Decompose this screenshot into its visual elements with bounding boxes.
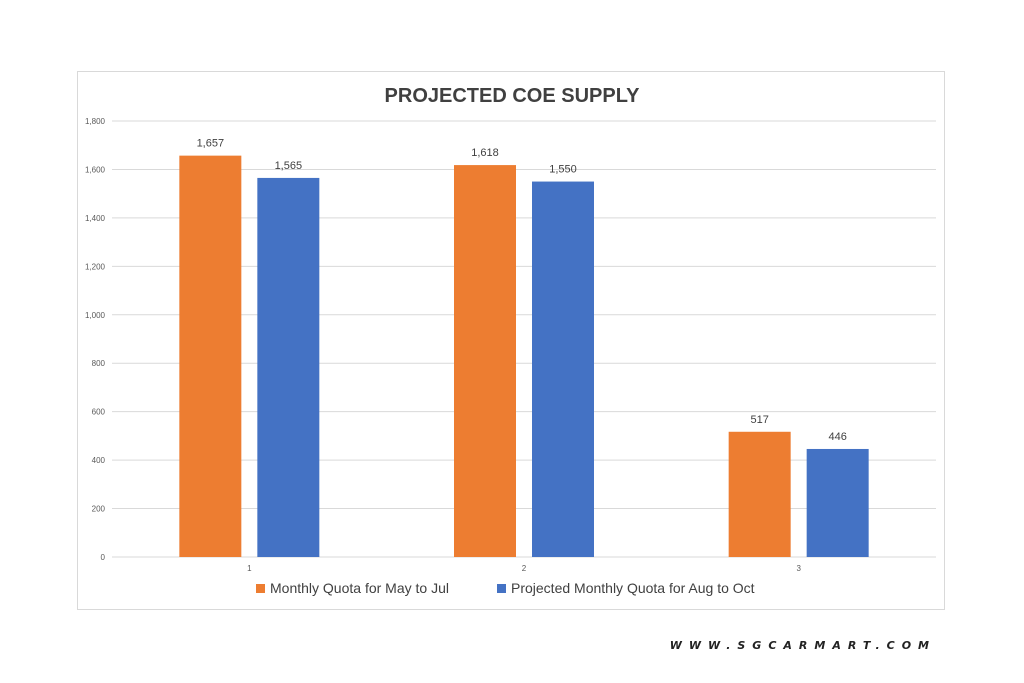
data-label: 446 xyxy=(828,431,846,443)
bar xyxy=(728,431,791,557)
data-label: 1,657 xyxy=(197,138,225,150)
y-tick-label: 0 xyxy=(101,553,106,562)
x-tick-label: 2 xyxy=(522,564,527,573)
bar xyxy=(532,181,594,558)
y-tick-label: 1,800 xyxy=(85,117,106,126)
y-tick-label: 400 xyxy=(92,456,106,465)
legend-swatch xyxy=(497,584,506,593)
bar xyxy=(806,448,869,557)
y-tick-label: 800 xyxy=(92,359,106,368)
bar xyxy=(454,165,516,557)
x-tick-label: 3 xyxy=(796,564,801,573)
x-axis-ticks: 1 2 3 xyxy=(247,564,801,573)
gridlines xyxy=(112,120,936,558)
bar-chart: PROJECTED COE SUPPLY 0 200 400 600 800 1,000 1… xyxy=(85,85,936,596)
data-label: 1,618 xyxy=(471,147,499,159)
bar xyxy=(257,177,320,557)
x-tick-label: 1 xyxy=(247,564,252,573)
legend-swatch xyxy=(256,584,265,593)
legend-label: Projected Monthly Quota for Aug to Oct xyxy=(511,580,755,596)
site-watermark: WWW.SGCARMART.COM xyxy=(669,639,936,652)
bars xyxy=(179,155,869,558)
legend: Monthly Quota for May to Jul Projected Mo… xyxy=(256,580,755,596)
y-tick-label: 1,600 xyxy=(85,165,106,174)
data-label: 517 xyxy=(750,414,768,426)
data-label: 1,565 xyxy=(275,160,303,172)
legend-label: Monthly Quota for May to Jul xyxy=(270,580,449,596)
data-labels: 1,657 1,565 1,618 1,550 517 446 xyxy=(197,138,847,443)
y-tick-label: 200 xyxy=(92,505,106,514)
bar xyxy=(179,155,242,557)
y-tick-label: 600 xyxy=(92,408,106,417)
data-label: 1,550 xyxy=(549,164,577,176)
y-tick-label: 1,200 xyxy=(85,262,106,271)
y-tick-label: 1,400 xyxy=(85,214,106,223)
y-tick-label: 1,000 xyxy=(85,311,106,320)
y-axis-ticks: 0 200 400 600 800 1,000 1,200 1,400 1,600 1,800 xyxy=(85,117,106,562)
chart-frame: PROJECTED COE SUPPLY 0 200 400 600 800 1,000 1… xyxy=(77,71,945,610)
chart-title: PROJECTED COE SUPPLY xyxy=(385,85,641,107)
